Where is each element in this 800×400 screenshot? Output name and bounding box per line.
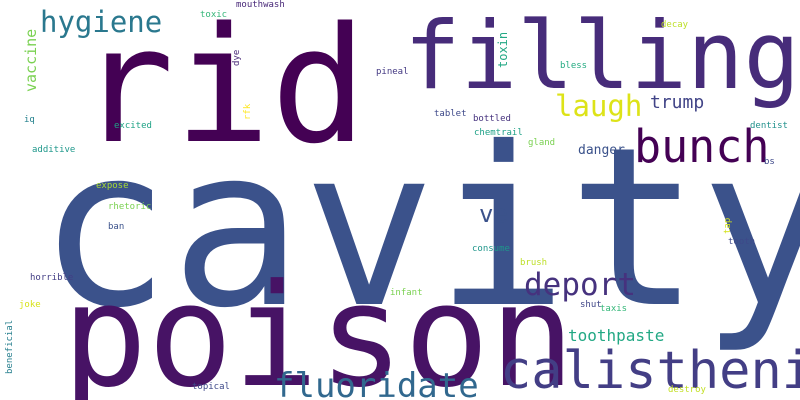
word-poison: poison [62, 254, 575, 400]
word-rfk: rfk [243, 103, 253, 120]
word-beneficial: beneficial [5, 319, 15, 374]
word-taxis: taxis [600, 304, 628, 314]
word-toothpaste: toothpaste [568, 326, 665, 345]
word-iq: iq [24, 115, 35, 125]
word-fluoridate: fluoridate [274, 366, 479, 400]
word-chemtrail: chemtrail [474, 128, 523, 138]
word-filling: filling [404, 2, 800, 111]
word-ban: ban [108, 222, 125, 232]
word-toxic: toxic [200, 10, 228, 20]
word-horrible: horrible [30, 273, 74, 283]
word-pineal: pineal [376, 67, 409, 77]
word-tablet: tablet [434, 109, 467, 119]
word-joke: joke [19, 300, 41, 310]
word-calisthenic: calisthenic [500, 341, 800, 400]
word-destroy: destroy [668, 385, 706, 395]
word-tooth: tooth [728, 237, 756, 247]
word-tap: tap [723, 217, 733, 234]
word-dentist: dentist [750, 121, 788, 131]
word-laugh: laugh [555, 89, 643, 123]
word-gland: gland [528, 138, 556, 148]
word-additive: additive [32, 145, 76, 155]
word-decay: decay [661, 20, 689, 30]
word-bs: bs [764, 157, 775, 167]
word-dye: dye [232, 49, 242, 66]
word-trump: trump [650, 92, 705, 113]
word-cavity: cavity [38, 100, 800, 356]
word-topical: topical [192, 382, 230, 392]
word-danger: danger [578, 143, 625, 158]
word-consume: consume [472, 244, 510, 254]
word-bottled: bottled [473, 114, 511, 124]
word-shut: shut [580, 300, 602, 310]
word-mouthwash: mouthwash [236, 0, 285, 10]
word-bless: bless [560, 61, 588, 71]
word-hygiene: hygiene [40, 5, 163, 39]
word-infant: infant [390, 288, 423, 298]
word-expose: expose [96, 181, 129, 191]
word-toxin: toxin [496, 31, 510, 68]
word-ve: ve [479, 200, 508, 228]
word-rhetoric: rhetoric [108, 202, 152, 212]
word-bunch: bunch [634, 120, 770, 173]
word-excited: excited [114, 121, 152, 131]
word-rid: rid [78, 0, 367, 179]
word-brush: brush [520, 258, 548, 268]
word-vaccine: vaccine [22, 28, 40, 92]
word-deport: deport [524, 267, 636, 303]
